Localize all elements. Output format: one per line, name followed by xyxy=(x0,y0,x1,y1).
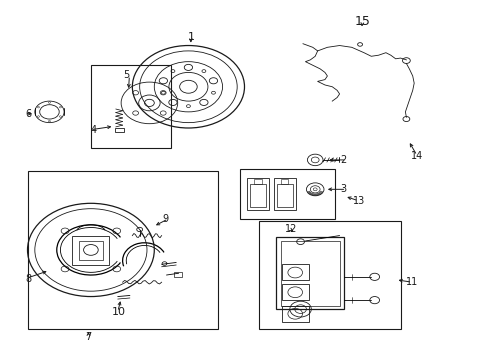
Bar xyxy=(282,284,308,300)
Text: 5: 5 xyxy=(123,70,129,80)
Text: 6: 6 xyxy=(25,109,31,119)
Bar xyxy=(174,272,182,277)
Text: 3: 3 xyxy=(340,184,346,194)
Bar xyxy=(281,179,288,184)
Bar xyxy=(91,65,171,148)
Text: 10: 10 xyxy=(112,307,125,317)
Bar xyxy=(276,184,292,207)
Text: 1: 1 xyxy=(187,32,194,41)
Text: 4: 4 xyxy=(90,125,96,135)
Bar xyxy=(239,169,334,220)
Text: 7: 7 xyxy=(85,332,91,342)
Bar xyxy=(72,236,109,265)
Bar xyxy=(282,306,308,321)
Text: 8: 8 xyxy=(25,274,31,284)
Bar xyxy=(259,221,400,329)
Bar xyxy=(79,240,103,260)
Text: 9: 9 xyxy=(162,214,168,224)
Text: 2: 2 xyxy=(340,155,346,165)
Bar xyxy=(282,264,308,280)
Bar xyxy=(246,178,268,211)
Text: 12: 12 xyxy=(284,225,296,234)
Text: 15: 15 xyxy=(354,15,370,28)
Bar xyxy=(249,184,265,207)
Bar xyxy=(115,128,123,132)
Bar xyxy=(276,237,344,309)
Bar xyxy=(281,241,339,306)
Text: 13: 13 xyxy=(352,196,364,206)
Bar xyxy=(273,178,295,211)
Bar xyxy=(27,171,217,329)
Bar xyxy=(254,179,261,184)
Text: 11: 11 xyxy=(406,277,418,287)
Text: 14: 14 xyxy=(410,150,423,161)
